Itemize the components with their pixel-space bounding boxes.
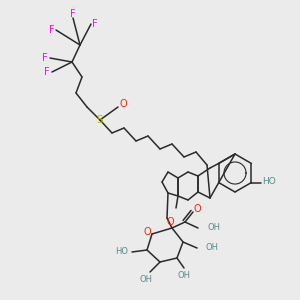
- Text: O: O: [119, 99, 127, 109]
- Text: OH: OH: [178, 272, 190, 280]
- Text: OH: OH: [206, 244, 219, 253]
- Text: OH: OH: [207, 224, 220, 232]
- Text: S: S: [97, 115, 103, 125]
- Text: F: F: [42, 53, 48, 63]
- Text: HO: HO: [116, 248, 128, 256]
- Text: F: F: [70, 9, 76, 19]
- Text: F: F: [44, 67, 50, 77]
- Text: F: F: [92, 19, 98, 29]
- Text: O: O: [143, 227, 151, 237]
- Text: O: O: [166, 217, 174, 227]
- Text: HO: HO: [262, 177, 276, 186]
- Text: OH: OH: [140, 274, 152, 284]
- Text: O: O: [193, 204, 201, 214]
- Text: F: F: [49, 25, 55, 35]
